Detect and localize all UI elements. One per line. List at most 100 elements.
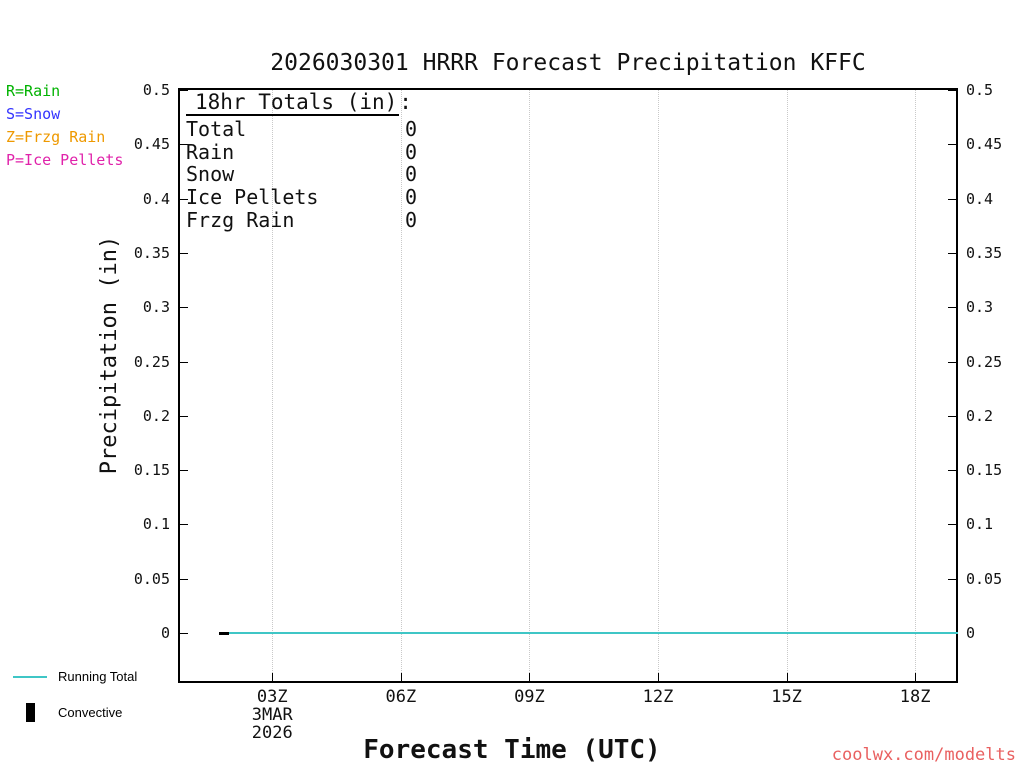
y-tick-mark-right bbox=[948, 415, 956, 417]
x-tick-label: 15Z bbox=[771, 687, 802, 707]
totals-row-label: Ice Pellets bbox=[186, 185, 319, 210]
watermark-link: coolwx.com/modelts bbox=[831, 745, 1016, 765]
x-gridline bbox=[400, 90, 402, 681]
x-tick-label: 09Z bbox=[514, 687, 545, 707]
y-tick-label-right: 0.35 bbox=[966, 243, 1003, 262]
running-total-line-swatch bbox=[13, 675, 47, 678]
y-tick-mark-left bbox=[180, 470, 188, 472]
totals-row-label: Frzg Rain bbox=[186, 207, 295, 232]
y-tick-mark-left bbox=[180, 90, 188, 91]
y-tick-label-left: 0.35 bbox=[133, 243, 170, 262]
convective-bar-swatch bbox=[25, 703, 35, 722]
convective-label: Convective bbox=[58, 705, 123, 720]
y-tick-mark-right bbox=[948, 307, 956, 309]
convective-swatch-area bbox=[12, 703, 48, 722]
y-tick-label-right: 0.45 bbox=[966, 135, 1003, 154]
legend-item-ice-pellets: P=Ice Pellets bbox=[6, 151, 124, 169]
totals-row: Total 0 bbox=[186, 118, 417, 141]
y-tick-label-right: 0.5 bbox=[966, 81, 994, 99]
x-tick-label: 18Z bbox=[899, 687, 931, 707]
y-tick-mark-left bbox=[180, 415, 188, 417]
y-tick-label-left: 0.15 bbox=[133, 461, 170, 480]
totals-row-value: 0 bbox=[405, 139, 418, 164]
y-tick-label-right: 0.1 bbox=[966, 515, 994, 534]
y-tick-mark-left bbox=[180, 144, 188, 146]
x-gridline bbox=[529, 90, 531, 681]
y-tick-label-left: 0.1 bbox=[142, 515, 170, 534]
y-tick-label-right: 0 bbox=[966, 624, 976, 642]
x-axis-label: Forecast Time (UTC) bbox=[363, 735, 661, 765]
totals-row: Ice Pellets 0 bbox=[186, 186, 417, 209]
x-tick-mark bbox=[529, 673, 531, 681]
y-tick-label-left: 0.45 bbox=[133, 135, 170, 154]
totals-row: Snow 0 bbox=[186, 163, 417, 186]
legend-convective: Convective bbox=[12, 703, 122, 722]
y-tick-mark-left bbox=[180, 524, 188, 526]
x-tick-mark bbox=[400, 673, 402, 681]
y-tick-label-left: 0.2 bbox=[142, 406, 170, 425]
legend-item-frzg-rain: Z=Frzg Rain bbox=[6, 128, 106, 146]
totals-row: Rain 0 bbox=[186, 139, 418, 164]
running-total-label: Running Total bbox=[58, 669, 138, 684]
running-total-line bbox=[229, 632, 958, 634]
y-tick-mark-right bbox=[948, 578, 956, 580]
y-tick-mark-left bbox=[180, 361, 188, 363]
totals-row-label: Snow bbox=[186, 162, 235, 187]
y-tick-mark-left bbox=[180, 307, 188, 309]
y-tick-label-right: 0.2 bbox=[966, 406, 994, 425]
totals-row-value: 0 bbox=[405, 207, 418, 232]
chart-title: 2026030301 HRRR Forecast Precipitation K… bbox=[270, 50, 866, 76]
y-tick-label-right: 0.15 bbox=[966, 461, 1003, 480]
totals-row-value: 0 bbox=[405, 185, 418, 210]
y-tick-label-right: 0.25 bbox=[966, 352, 1003, 371]
legend-running-total: Running Total bbox=[12, 669, 137, 684]
y-tick-label-left: 0.5 bbox=[142, 81, 170, 99]
x-tick-mark bbox=[658, 673, 659, 681]
totals-row-label: Total bbox=[186, 117, 247, 141]
totals-row-value: 0 bbox=[405, 162, 418, 187]
x-gridline bbox=[915, 90, 917, 681]
x-date-sublabel: 2026 bbox=[251, 723, 293, 743]
y-tick-mark-right bbox=[948, 252, 956, 254]
y-tick-mark-right bbox=[948, 198, 956, 200]
totals-rows: Total 0 Rain 0 Snow 0 Ice Pellets 0 Frzg Rain 0 bbox=[186, 118, 417, 232]
y-tick-label-left: 0 bbox=[160, 624, 170, 642]
totals-heading-colon: : bbox=[399, 90, 412, 114]
running-total-start-cap bbox=[219, 632, 230, 635]
x-gridline bbox=[272, 90, 274, 681]
totals-row-value: 0 bbox=[405, 117, 418, 141]
y-tick-label-right: 0.3 bbox=[966, 298, 994, 317]
y-tick-mark-left bbox=[180, 252, 188, 254]
y-tick-mark-right bbox=[948, 144, 956, 146]
running-total-swatch-area bbox=[12, 675, 48, 678]
y-tick-label-left: 0.05 bbox=[133, 569, 170, 588]
totals-row-label: Rain bbox=[186, 139, 235, 164]
x-tick-label: 06Z bbox=[385, 687, 417, 707]
x-gridline bbox=[786, 90, 788, 681]
y-tick-label-left: 0.3 bbox=[142, 298, 170, 317]
totals-row: Frzg Rain 0 bbox=[186, 209, 417, 232]
x-tick-label: 12Z bbox=[642, 687, 674, 707]
y-tick-label-left: 0.4 bbox=[142, 189, 170, 208]
x-tick-mark bbox=[915, 673, 917, 681]
y-tick-mark-right bbox=[948, 524, 956, 526]
y-tick-mark-right bbox=[948, 90, 956, 91]
plot-border-box bbox=[178, 88, 958, 683]
y-tick-label-left: 0.25 bbox=[133, 352, 170, 371]
totals-box: 18hr Totals (in): Total 0 Rain 0 Snow 0 Ice Pe… bbox=[186, 90, 417, 232]
y-tick-mark-right bbox=[948, 361, 956, 363]
precip-type-legend: R=Rain S=Snow Z=Frzg Rain P=Ice Pellets bbox=[6, 80, 123, 172]
x-tick-mark bbox=[786, 673, 788, 681]
legend-item-rain: R=Rain bbox=[6, 82, 61, 100]
y-tick-label-right: 0.4 bbox=[966, 189, 994, 208]
totals-heading: 18hr Totals (in): bbox=[186, 90, 417, 116]
y-tick-mark-left bbox=[180, 578, 188, 580]
y-tick-label-right: 0.05 bbox=[966, 569, 1003, 588]
x-date-sublabel: 3MAR bbox=[251, 705, 293, 725]
totals-heading-text: 18hr Totals (in) bbox=[186, 90, 400, 116]
x-tick-mark bbox=[272, 673, 274, 681]
y-tick-mark-right bbox=[948, 470, 956, 472]
x-tick-label: 03Z bbox=[256, 687, 288, 707]
legend-item-snow: S=Snow bbox=[6, 105, 61, 123]
